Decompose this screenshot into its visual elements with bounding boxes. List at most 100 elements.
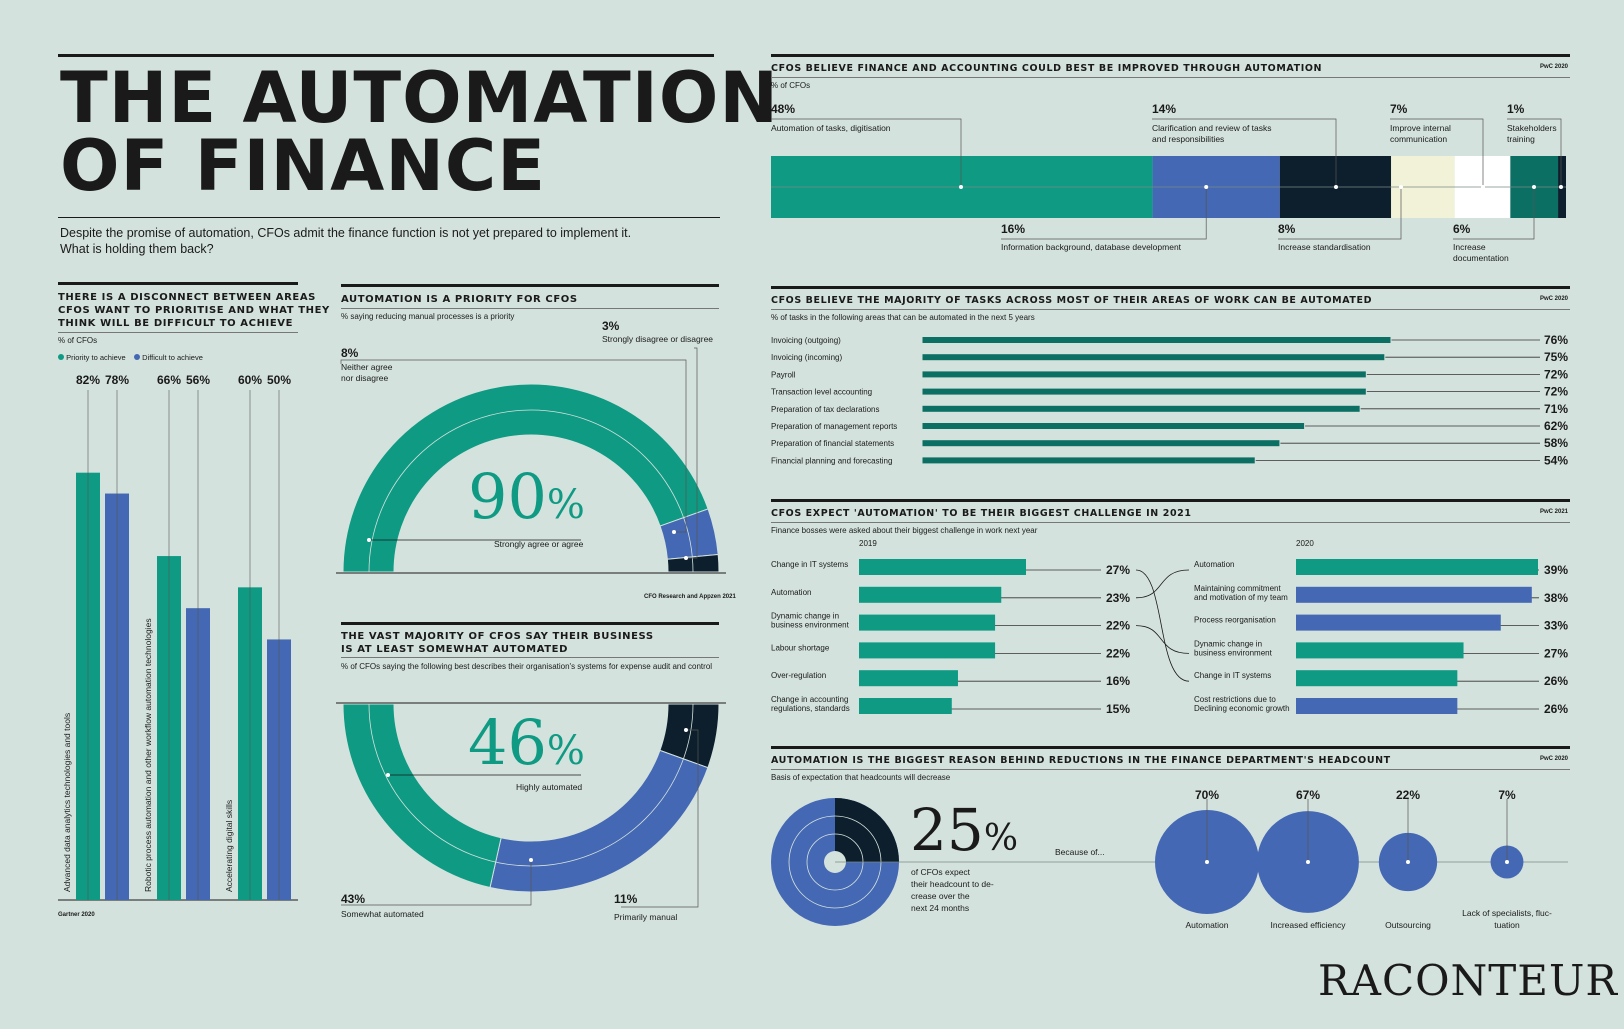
- improved-label-documentation-2: documentation: [1453, 253, 1509, 263]
- headcount-title-rule: [771, 769, 1570, 770]
- improved-label-communication-1: Improve internal: [1390, 123, 1451, 133]
- tasks-source: PwC 2020: [1540, 296, 1569, 302]
- leader-dot-1: [1204, 185, 1209, 189]
- priority-top-rule: [341, 284, 719, 287]
- right-label-2: Declining economic growth: [1194, 704, 1290, 713]
- left-value: 23%: [1106, 591, 1130, 605]
- somewhat-leader: [341, 860, 532, 906]
- left-bar: [859, 670, 958, 687]
- priority-donut: [336, 347, 726, 574]
- right-bar: [1296, 586, 1532, 603]
- improved-pct-automation: 48%: [771, 102, 796, 116]
- improved-chart: [771, 118, 1566, 240]
- raconteur-logo: RACONTEUR: [1318, 956, 1618, 1005]
- improved-label-training-1: Stakeholders: [1507, 123, 1557, 133]
- bar-value-label: 82%: [76, 373, 100, 387]
- disconnect-title: THERE IS A DISCONNECT BETWEEN AREAS CFOS…: [58, 291, 330, 330]
- challenge-chart: 2019 2020 Change in IT systems 27% Automatio…: [771, 539, 1568, 716]
- headcount-pie-slice: [835, 798, 899, 862]
- disconnect-title-rule: [58, 332, 298, 333]
- task-label: Invoicing (outgoing): [771, 336, 841, 345]
- legend-difficult-label: Difficult to achieve: [142, 353, 203, 362]
- neither-leader: [340, 359, 687, 533]
- disagree-leader: [686, 347, 698, 559]
- somewhat-pct: 43%: [341, 892, 366, 906]
- intro-text: Despite the promise of automation, CFOs …: [60, 225, 631, 257]
- left-bar: [859, 559, 1026, 575]
- right-label: Change in IT systems: [1194, 671, 1271, 680]
- right-label: Automation: [1194, 560, 1234, 569]
- task-bar: [921, 370, 1367, 379]
- leader-0: [771, 118, 962, 187]
- headcount-subtitle: Basis of expectation that headcounts wil…: [771, 773, 951, 782]
- left-label: Over-regulation: [771, 671, 826, 680]
- right-value: 38%: [1544, 591, 1568, 605]
- headcount-big-number: 25%: [910, 800, 1018, 869]
- improved-label-training: Stakeholders training: [1507, 123, 1557, 145]
- disconnect-legend: Priority to achieve Difficult to achieve: [58, 353, 203, 362]
- reason-value: 7%: [1498, 788, 1516, 802]
- manual-leader: [621, 729, 699, 908]
- priority-big-value: 90: [468, 460, 547, 533]
- task-bar: [921, 439, 1281, 448]
- because-label: Because of...: [1055, 847, 1105, 857]
- manual-pct: 11%: [614, 892, 638, 906]
- headcount-top-rule: [771, 746, 1570, 749]
- disconnect-subtitle: % of CFOs: [58, 336, 98, 345]
- right-label-1: Cost restrictions due to: [1194, 695, 1276, 704]
- left-label-2: regulations, standards: [771, 704, 850, 713]
- title-line-1: THE AUTOMATION: [60, 57, 779, 139]
- leader-1: [1001, 187, 1207, 240]
- priority-subtitle: % saying reducing manual processes is a …: [341, 312, 515, 321]
- improved-subtitle: % of CFOs: [771, 81, 811, 90]
- highly-dot: [386, 773, 390, 777]
- leader-dot-3: [1399, 185, 1403, 189]
- right-value: 33%: [1544, 619, 1568, 633]
- leader-dot-4: [1481, 185, 1485, 189]
- challenge-top-rule: [771, 499, 1570, 502]
- leader-dot-6: [1559, 185, 1563, 189]
- manual-label: Primarily manual: [614, 912, 678, 922]
- disconnect-title-line-3: THINK WILL BE DIFFICULT TO ACHIEVE: [58, 318, 294, 329]
- title-line-2: OF FINANCE: [60, 125, 547, 207]
- task-value: 72%: [1544, 367, 1568, 381]
- challenge-source: PwC 2021: [1540, 509, 1569, 515]
- somewhat-dot: [529, 858, 533, 862]
- page-title: THE AUTOMATION OF FINANCE: [60, 57, 779, 207]
- task-bar: [921, 456, 1256, 465]
- neither-label: Neither agree nor disagree: [341, 362, 393, 384]
- challenge-title: CFOs EXPECT 'AUTOMATION' TO BE THEIR BIG…: [771, 508, 1192, 519]
- task-label: Preparation of financial statements: [771, 439, 894, 448]
- left-value: 15%: [1106, 702, 1130, 716]
- intro-line-2: What is holding them back?: [60, 242, 214, 256]
- task-label: Transaction level accounting: [771, 388, 872, 397]
- reason-value: 70%: [1195, 788, 1219, 802]
- task-bar: [921, 336, 1392, 344]
- headcount-source: PwC 2020: [1540, 756, 1569, 762]
- connector-1: [1135, 569, 1190, 599]
- automated-title-line-1: THE VAST MAJORITY OF CFOs SAY THEIR BUSI…: [341, 631, 654, 642]
- slice-0: [342, 383, 709, 573]
- right-label-2: business environment: [1194, 648, 1273, 657]
- leader-3: [1278, 187, 1402, 240]
- headcount-desc-4: next 24 months: [911, 903, 970, 913]
- headcount-title: AUTOMATION IS THE BIGGEST REASON BEHIND …: [771, 755, 1391, 766]
- improved-top-rule: [771, 54, 1570, 57]
- task-bar: [921, 353, 1386, 362]
- task-label: Preparation of tax declarations: [771, 405, 880, 414]
- right-label-2: and motivation of my team: [1194, 593, 1288, 602]
- reason-value: 22%: [1396, 788, 1420, 802]
- improved-label-communication: Improve internal communication: [1390, 123, 1451, 145]
- improved-title: CFOs BELIEVE FINANCE AND ACCOUNTING COUL…: [771, 63, 1323, 74]
- left-label: Change in IT systems: [771, 560, 848, 569]
- disconnect-top-rule: [58, 282, 298, 285]
- right-bar: [1296, 698, 1458, 714]
- reason-dot: [1205, 860, 1209, 864]
- agree-dot: [367, 538, 371, 542]
- automated-subtitle: % of CFOs saying the following best desc…: [341, 662, 713, 671]
- improved-label-automation: Automation of tasks, digitisation: [771, 123, 891, 133]
- improved-label-clarification: Clarification and review of tasks and re…: [1152, 123, 1272, 145]
- headcount-desc-3: crease over the: [911, 891, 970, 901]
- priority-title-rule: [341, 308, 719, 309]
- left-value: 22%: [1106, 646, 1130, 660]
